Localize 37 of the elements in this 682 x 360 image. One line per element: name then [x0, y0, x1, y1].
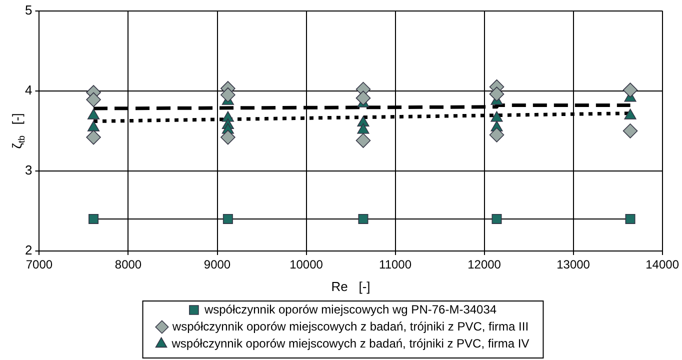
y-tick-label: 3 [24, 162, 32, 178]
x-tick-label: 10000 [290, 258, 324, 272]
y-tick-label: 5 [24, 2, 32, 18]
x-tick-label: 13000 [556, 258, 590, 272]
x-axis-title: Re [-] [331, 278, 370, 294]
legend-label: współczynnik oporów miejscowych wg PN-76-M-34034 [203, 302, 497, 316]
point [622, 82, 638, 98]
point [86, 130, 101, 145]
point [492, 214, 502, 224]
point [220, 130, 236, 145]
point [356, 90, 371, 106]
point [222, 214, 233, 224]
y-tick-label: 4 [24, 82, 32, 98]
point [86, 92, 101, 108]
point [490, 111, 503, 122]
legend-label: współczynnik oporów miejscowych z badań, trójniki z PVC, firma III [171, 319, 529, 334]
point [88, 120, 100, 132]
legend-label: współczynnik oporów miejscowych z badań, trójniki z PVC, firma IV [170, 336, 530, 350]
point [489, 86, 504, 102]
point [489, 128, 504, 142]
x-tick-label: 11000 [379, 258, 412, 272]
point [88, 108, 100, 120]
x-tick-label: 12000 [468, 258, 502, 272]
point [625, 214, 636, 224]
point [88, 214, 99, 224]
point [356, 133, 371, 148]
x-tick-label: 8000 [114, 258, 142, 272]
point [220, 87, 236, 102]
point [624, 108, 636, 120]
y-tick-label: 2 [24, 242, 32, 258]
point [622, 124, 638, 138]
point [357, 123, 370, 134]
point [358, 214, 368, 224]
x-tick-label: 14000 [646, 258, 680, 272]
text: ζtb [-] [10, 113, 26, 149]
x-tick-label: 9000 [204, 258, 231, 272]
x-tick-label: 7000 [26, 258, 53, 272]
